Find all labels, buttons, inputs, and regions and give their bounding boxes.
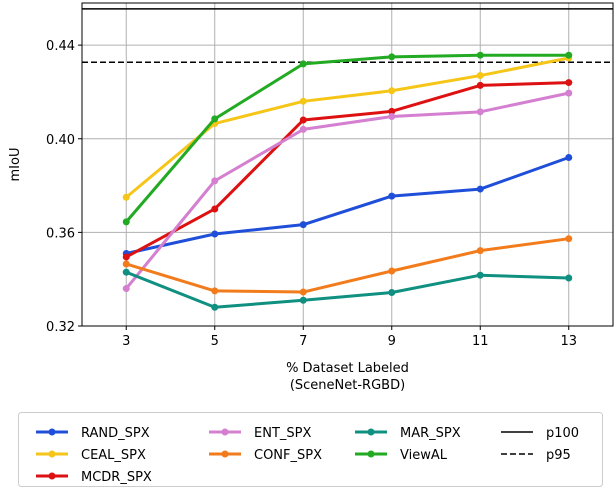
- legend-label: ENT_SPX: [254, 426, 311, 441]
- legend-item-p100: p100: [501, 426, 579, 441]
- series-ENT_SPX: [122, 89, 573, 293]
- series-CONF_SPX: [122, 235, 573, 296]
- legend-item-p95: p95: [501, 448, 571, 463]
- legend-label: p95: [546, 448, 571, 463]
- legend-marker: [221, 450, 229, 458]
- legend-frame: [18, 412, 603, 487]
- data-point: [299, 221, 307, 229]
- data-point: [388, 53, 396, 61]
- legend-item-ViewAL: ViewAL: [355, 448, 448, 463]
- series-line: [125, 270, 569, 309]
- data-point: [122, 268, 130, 276]
- data-point: [565, 51, 573, 59]
- data-point: [299, 116, 307, 124]
- data-point: [565, 89, 573, 97]
- data-point: [299, 97, 307, 105]
- y-axis: 0.32 0.36 0.40 0.44: [46, 39, 82, 335]
- y-axis-title: mIoU: [8, 148, 23, 182]
- data-point: [388, 107, 396, 115]
- legend-marker: [48, 472, 56, 480]
- data-point: [476, 108, 484, 116]
- legend-item-CONF_SPX: CONF_SPX: [209, 448, 322, 463]
- legend-label: p100: [546, 426, 579, 441]
- data-point: [476, 185, 484, 193]
- data-point: [211, 115, 219, 123]
- legend-marker: [367, 428, 375, 436]
- y-tick-label: 0.36: [46, 226, 75, 241]
- series-line: [125, 53, 569, 223]
- series-group: [122, 51, 573, 311]
- data-point: [122, 253, 130, 261]
- series-MAR_SPX: [122, 268, 573, 311]
- data-point: [122, 285, 130, 293]
- data-point: [211, 205, 219, 213]
- y-tick-label: 0.40: [46, 133, 75, 148]
- data-point: [565, 274, 573, 282]
- series-RAND_SPX: [122, 153, 573, 257]
- legend-label: MAR_SPX: [400, 426, 461, 441]
- data-point: [122, 260, 130, 268]
- data-point: [299, 125, 307, 133]
- x-tick-label: 7: [299, 334, 307, 349]
- legend-marker: [221, 428, 229, 436]
- legend-item-CEAL_SPX: CEAL_SPX: [36, 448, 146, 463]
- data-point: [388, 192, 396, 200]
- legend-item-RAND_SPX: RAND_SPX: [36, 426, 150, 441]
- data-point: [476, 81, 484, 89]
- legend-item-MAR_SPX: MAR_SPX: [355, 426, 461, 441]
- series-MCDR_SPX: [122, 79, 573, 261]
- legend-item-ENT_SPX: ENT_SPX: [209, 426, 311, 441]
- series-line: [125, 56, 570, 199]
- data-point: [299, 296, 307, 304]
- data-point: [299, 60, 307, 68]
- legend-marker: [48, 450, 56, 458]
- data-point: [565, 235, 573, 243]
- legend: RAND_SPX CEAL_SPX MCDR_SPX ENT_SPX CONF_SPX M…: [18, 412, 603, 487]
- data-point: [476, 51, 484, 59]
- x-tick-label: 9: [388, 334, 396, 349]
- series-line: [125, 237, 569, 294]
- x-axis-subtitle: (SceneNet-RGBD): [290, 378, 405, 393]
- y-tick-label: 0.32: [46, 320, 75, 335]
- data-point: [476, 72, 484, 80]
- data-point: [211, 230, 219, 238]
- x-axis-title: % Dataset Labeled: [286, 361, 409, 376]
- legend-label: CEAL_SPX: [81, 448, 146, 463]
- data-point: [388, 87, 396, 95]
- data-point: [211, 177, 219, 185]
- data-point: [122, 193, 130, 201]
- legend-item-MCDR_SPX: MCDR_SPX: [36, 470, 152, 485]
- legend-label: CONF_SPX: [254, 448, 322, 463]
- series-ViewAL: [122, 51, 573, 226]
- legend-label: MCDR_SPX: [81, 470, 152, 485]
- data-point: [299, 288, 307, 296]
- series-line: [125, 156, 570, 255]
- data-point: [388, 289, 396, 297]
- legend-label: RAND_SPX: [81, 426, 150, 441]
- y-tick-label: 0.44: [46, 39, 75, 54]
- data-point: [388, 113, 396, 121]
- x-tick-label: 11: [472, 334, 489, 349]
- plot-frame: [81, 2, 614, 327]
- data-point: [565, 153, 573, 161]
- data-point: [476, 271, 484, 279]
- x-tick-label: 13: [560, 334, 577, 349]
- data-point: [565, 79, 573, 87]
- data-point: [388, 267, 396, 275]
- data-point: [476, 247, 484, 255]
- data-point: [122, 218, 130, 226]
- legend-label: ViewAL: [400, 448, 448, 463]
- x-axis: 3 5 7 9 11 13: [122, 326, 577, 349]
- x-tick-label: 3: [122, 334, 130, 349]
- legend-marker: [48, 428, 56, 436]
- series-line: [125, 91, 570, 290]
- series-line: [125, 81, 569, 259]
- reference-lines: [82, 8, 613, 63]
- data-point: [211, 303, 219, 311]
- legend-marker: [367, 450, 375, 458]
- data-point: [211, 287, 219, 295]
- x-tick-label: 5: [211, 334, 219, 349]
